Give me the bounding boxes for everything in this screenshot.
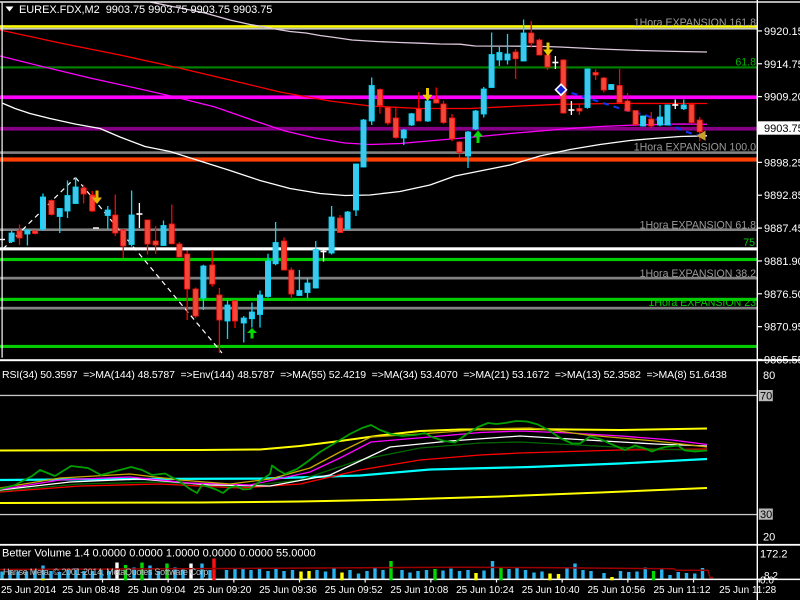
svg-text:1Hora EXPANSION 38.2: 1Hora EXPANSION 38.2 xyxy=(640,268,756,280)
svg-text:8.2: 8.2 xyxy=(764,571,778,582)
svg-text:9920.15: 9920.15 xyxy=(764,26,800,38)
svg-text:RSI(34) 50.3597 =>MA(144) 48.: RSI(34) 50.3597 =>MA(144) 48.5787 =>Env(… xyxy=(2,369,727,381)
svg-text:9881.90: 9881.90 xyxy=(764,256,800,268)
svg-text:1Hora EXPANSION 23: 1Hora EXPANSION 23 xyxy=(648,297,756,309)
svg-text:9909.20: 9909.20 xyxy=(764,92,800,104)
svg-text:25 Jun 08:48: 25 Jun 08:48 xyxy=(62,585,120,596)
svg-text:9903.75: 9903.75 xyxy=(764,123,800,135)
svg-text:9887.45: 9887.45 xyxy=(764,223,800,235)
svg-text:25 Jun 10:40: 25 Jun 10:40 xyxy=(522,585,580,596)
svg-text:25 Jun 09:52: 25 Jun 09:52 xyxy=(325,585,383,596)
svg-text:Hanse Meta, © 2001-2014, MetaQ: Hanse Meta, © 2001-2014, MetaQuotes Soft… xyxy=(3,567,210,577)
svg-text:172.2: 172.2 xyxy=(760,549,788,561)
svg-text:30: 30 xyxy=(760,509,772,521)
svg-text:70: 70 xyxy=(760,391,772,403)
svg-text:80: 80 xyxy=(763,370,775,382)
svg-text:25 Jun 10:08: 25 Jun 10:08 xyxy=(390,585,448,596)
svg-text:Better Volume 1.4 0.0000 0.000: Better Volume 1.4 0.0000 0.0000 1.0000 0… xyxy=(2,548,316,560)
svg-text:9898.25: 9898.25 xyxy=(764,157,800,169)
svg-text:9914.75: 9914.75 xyxy=(764,59,800,71)
svg-text:25 Jun 10:56: 25 Jun 10:56 xyxy=(587,585,645,596)
svg-text:1Hora EXPANSION 161.8: 1Hora EXPANSION 161.8 xyxy=(634,17,756,29)
svg-text:9870.95: 9870.95 xyxy=(764,322,800,334)
svg-text:20: 20 xyxy=(763,532,775,544)
svg-text:25 Jun 11:28: 25 Jun 11:28 xyxy=(719,585,777,596)
svg-text:61.8: 61.8 xyxy=(735,57,756,69)
svg-text:9876.50: 9876.50 xyxy=(764,289,800,301)
svg-text:EUREX.FDX,M2 9903.75 9903.75: EUREX.FDX,M2 9903.75 9903.75 9903.75 990… xyxy=(19,4,272,16)
svg-text:25 Jun 11:12: 25 Jun 11:12 xyxy=(653,585,711,596)
svg-text:25 Jun 09:36: 25 Jun 09:36 xyxy=(259,585,317,596)
svg-text:25 Jun 10:24: 25 Jun 10:24 xyxy=(456,585,514,596)
svg-text:25 Jun 09:20: 25 Jun 09:20 xyxy=(193,585,251,596)
svg-text:25 Jun 2014: 25 Jun 2014 xyxy=(1,585,56,596)
svg-text:1Hora EXPANSION 61.8: 1Hora EXPANSION 61.8 xyxy=(640,220,756,232)
svg-text:9892.85: 9892.85 xyxy=(764,190,800,202)
svg-text:75: 75 xyxy=(743,237,755,249)
svg-text:1Hora EXPANSION 100.0: 1Hora EXPANSION 100.0 xyxy=(634,141,756,153)
svg-text:0.0: 0.0 xyxy=(760,576,774,587)
svg-text:9865.55: 9865.55 xyxy=(764,355,800,367)
svg-text:25 Jun 09:04: 25 Jun 09:04 xyxy=(128,585,186,596)
